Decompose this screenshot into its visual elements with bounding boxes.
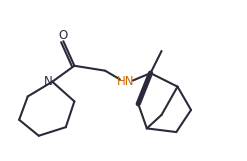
Text: O: O <box>59 28 68 42</box>
Text: HN: HN <box>117 75 135 88</box>
Text: N: N <box>43 75 52 88</box>
